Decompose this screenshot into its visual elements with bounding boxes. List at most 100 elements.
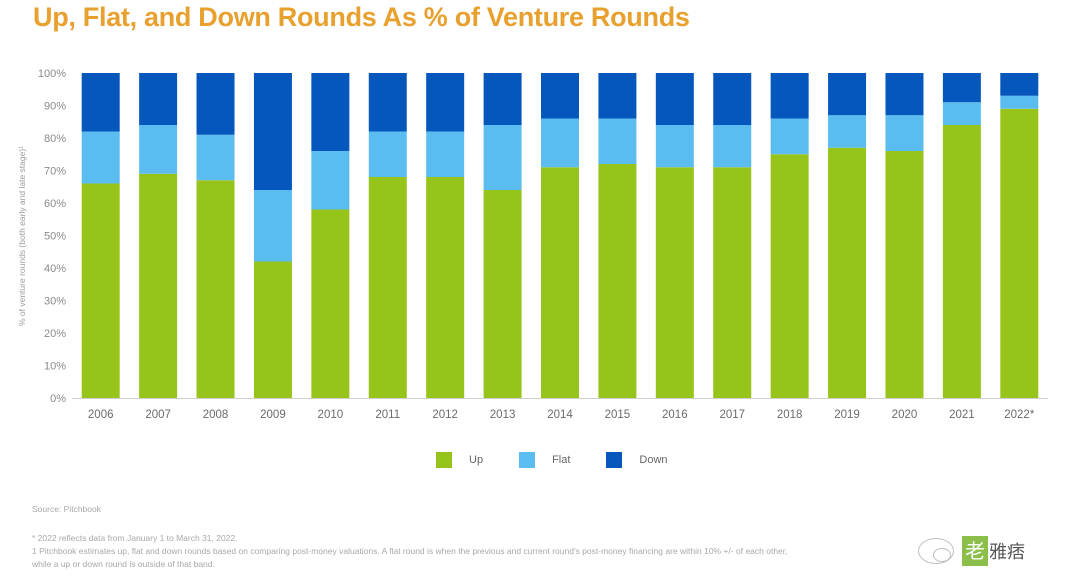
chart-title: Up, Flat, and Down Rounds As % of Ventur… [33, 2, 690, 32]
x-tick-label: 2007 [145, 409, 171, 421]
x-tick-label: 2006 [88, 409, 114, 421]
x-tick-label: 2012 [432, 409, 458, 421]
bar-segment-up [81, 183, 120, 398]
bar-segment-down [713, 73, 752, 125]
y-tick-label: 60% [44, 198, 66, 210]
bar-segment-flat [541, 118, 579, 168]
y-tick-label: 100% [38, 68, 66, 80]
footnote-2022: * 2022 reflects data from January 1 to M… [32, 533, 238, 543]
legend-item-flat: Flat [519, 452, 570, 468]
bar-segment-down [942, 73, 981, 103]
x-tick-label: 2020 [892, 409, 918, 421]
legend-swatch-down [606, 452, 623, 468]
bar-segment-up [885, 151, 924, 398]
y-tick-label: 50% [44, 231, 66, 243]
legend: Up Flat Down [436, 452, 704, 468]
watermark-text: 雅痞 [989, 542, 1025, 563]
y-tick-label: 0% [50, 393, 66, 405]
bar-segment-flat [483, 125, 522, 190]
bar-segment-down [139, 73, 178, 125]
x-axis-ticks: 2006 2007 2008 2009 2010 2011 2012 2013 2014 2015… [88, 409, 1035, 421]
y-axis-label-group: % of venture rounds (both early and late… [17, 146, 27, 326]
y-axis-ticks: 0% 10% 20% 30% 40% 50% 60% 70% 80% 90% 100% [38, 68, 66, 405]
bar-segment-flat [253, 190, 292, 262]
y-tick-label: 30% [44, 296, 66, 308]
bars [81, 73, 1039, 398]
bar-segment-up [253, 261, 292, 398]
bar-segment-flat [655, 125, 694, 168]
bar-segment-up [311, 209, 350, 398]
x-tick-label: 2010 [318, 409, 344, 421]
bar-segment-down [253, 73, 292, 190]
legend-swatch-up [436, 452, 452, 468]
bar-segment-up [655, 167, 694, 398]
bar-segment-down [426, 73, 465, 132]
x-tick-label: 2021 [949, 409, 975, 421]
bar-segment-up [942, 125, 981, 398]
bar-segment-up [139, 173, 178, 398]
y-tick-label: 80% [44, 133, 66, 145]
y-tick-label: 40% [44, 263, 66, 275]
x-tick-label: 2011 [375, 409, 400, 421]
bar-segment-up [598, 164, 637, 398]
bar-segment-flat [1000, 95, 1039, 109]
bar-segment-up [483, 190, 522, 398]
y-tick-label: 20% [44, 328, 66, 340]
legend-item-down: Down [606, 452, 668, 468]
bar-segment-down [655, 73, 694, 125]
legend-label-flat: Flat [552, 454, 571, 466]
y-tick-label: 70% [44, 166, 66, 178]
bar-segment-flat [885, 115, 924, 151]
x-tick-label: 2013 [490, 409, 516, 421]
legend-swatch-flat [519, 452, 536, 468]
x-tick-label: 2016 [662, 409, 688, 421]
bar-segment-up [1000, 108, 1039, 398]
bar-segment-flat [598, 118, 637, 164]
bar-segment-flat [713, 125, 752, 168]
x-tick-label: 2008 [203, 409, 229, 421]
watermark: 老 雅痞 [918, 536, 1025, 566]
bar-segment-flat [139, 125, 178, 174]
bar-segment-flat [942, 102, 981, 125]
bar-segment-flat [196, 134, 235, 181]
bar-segment-flat [311, 151, 350, 210]
x-tick-label: 2017 [719, 409, 745, 421]
bar-segment-down [770, 73, 809, 119]
bar-segment-down [541, 73, 579, 119]
bar-segment-down [598, 73, 637, 119]
bar-segment-flat [828, 115, 867, 148]
bar-segment-down [1000, 73, 1039, 96]
x-tick-label: 2015 [605, 409, 631, 421]
y-tick-label: 90% [44, 101, 66, 113]
bar-segment-flat [770, 118, 809, 155]
legend-item-up: Up [436, 452, 483, 468]
stacked-bar-chart: % of venture rounds (both early and late… [17, 68, 1048, 421]
x-tick-label: 2009 [260, 409, 286, 421]
bar-segment-up [426, 177, 465, 398]
x-tick-label: 2018 [777, 409, 803, 421]
x-tick-label: 2019 [834, 409, 860, 421]
legend-label-up: Up [469, 454, 484, 466]
x-tick-label: 2014 [547, 409, 573, 421]
legend-label-down: Down [639, 454, 668, 466]
bar-segment-down [828, 73, 867, 116]
bar-segment-down [81, 73, 120, 132]
x-tick-label: 2022* [1004, 409, 1035, 421]
watermark-boxed-text: 老 [962, 536, 988, 566]
bar-segment-down [368, 73, 407, 132]
wechat-icon [918, 538, 954, 564]
bar-segment-up [713, 167, 752, 398]
bar-segment-flat [368, 131, 407, 177]
bar-segment-up [541, 167, 579, 398]
bar-segment-flat [81, 131, 120, 184]
bar-segment-down [885, 73, 924, 116]
bar-segment-up [196, 180, 235, 398]
y-tick-label: 10% [44, 361, 66, 373]
bar-segment-down [311, 73, 350, 151]
source-note: Source: Pitchbook [32, 504, 101, 514]
bar-segment-up [770, 154, 809, 398]
y-axis-label: % of venture rounds (both early and late… [17, 146, 27, 326]
bar-segment-down [483, 73, 522, 125]
footnote-methodology: 1 Pitchbook estimates up, flat and down … [32, 546, 788, 569]
bar-segment-up [368, 177, 407, 398]
